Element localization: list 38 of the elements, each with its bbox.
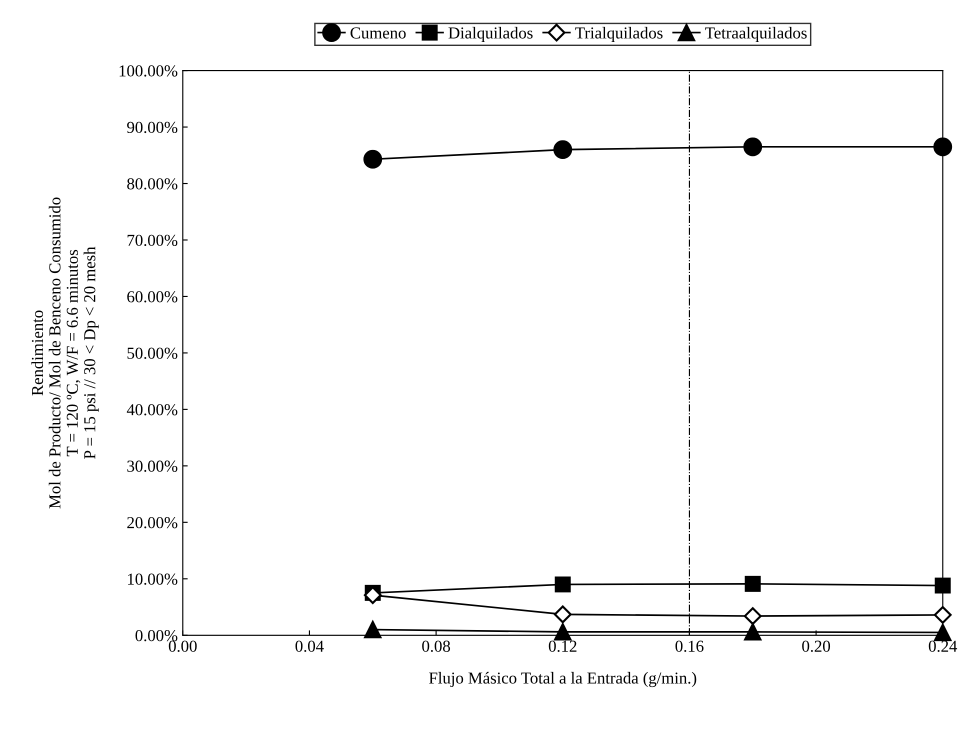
legend-label: Cumeno [350, 27, 406, 39]
y-tick-label: 60.00% [127, 291, 178, 302]
x-tick-label: 0.12 [548, 640, 576, 652]
y-tick-label: 70.00% [128, 234, 178, 246]
point [554, 576, 571, 592]
y-axis-title: Rendimiento Mol de Producto/ Mol de Benceno Consumido T = 120 ºC, W/F = 6.6 minutos P = 15 psi // 30 < Dp < 20 mesh [31, 198, 99, 508]
y-tick-label: 40.00% [126, 404, 178, 416]
point [744, 607, 762, 625]
point [363, 150, 382, 169]
legend-label: Tetraalquilados [705, 26, 807, 42]
y-tick-label: 30.00% [127, 460, 178, 472]
point [743, 137, 762, 156]
x-tick-label: 0.20 [802, 640, 830, 652]
y-tick-label: 0.00% [136, 630, 178, 642]
x-tick-label: 0.04 [295, 640, 324, 652]
point [554, 623, 572, 641]
y-tick-label: 50.00% [128, 348, 178, 359]
point [364, 620, 382, 638]
point [553, 140, 572, 160]
y-tick-label: 90.00% [127, 122, 178, 134]
point [934, 578, 951, 594]
y-tick-label: 10.00% [128, 573, 178, 585]
point [934, 606, 952, 624]
point [554, 605, 572, 624]
x-tick-label: 0.08 [422, 640, 450, 652]
point [933, 137, 952, 156]
x-tick-label: 0.16 [675, 640, 704, 652]
point [934, 624, 952, 642]
legend-label: Trialquilados [575, 26, 663, 42]
legend-label: Dialquilados [448, 26, 533, 42]
x-tick-label: 0.24 [928, 640, 958, 652]
point [744, 623, 762, 641]
x-tick-label: 0.00 [168, 640, 197, 652]
y-tick-label: 100.00% [120, 65, 178, 77]
y-tick-label: 80.00% [127, 178, 178, 190]
y-tick-label: 20.00% [127, 517, 178, 528]
point [744, 576, 761, 592]
x-axis-title: Flujo Másico Total a la Entrada (g/min.) [429, 672, 696, 688]
